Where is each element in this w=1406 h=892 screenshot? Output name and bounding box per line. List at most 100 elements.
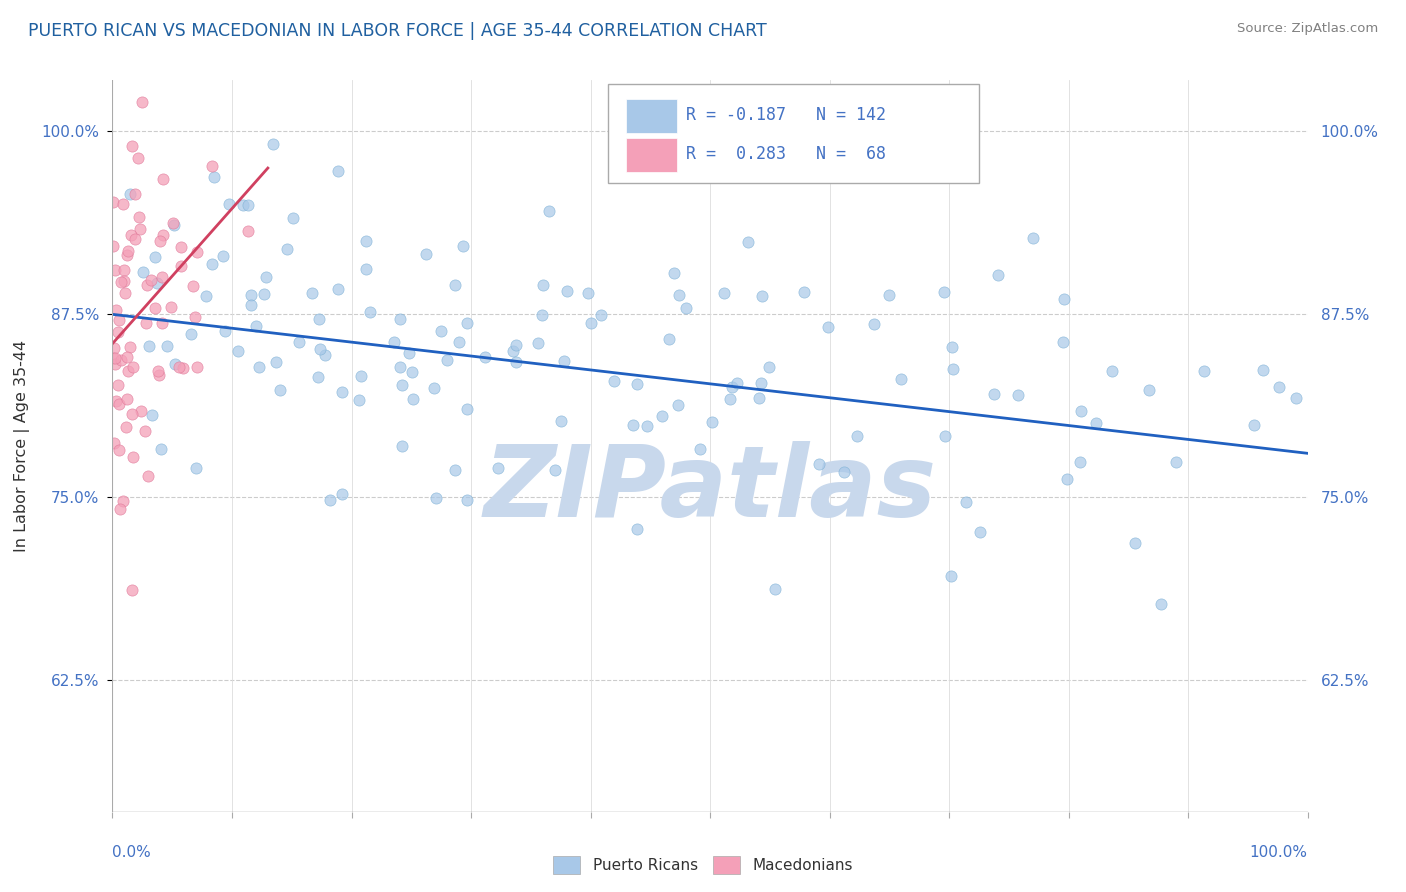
Point — [281, 211, 304, 226]
Point — [347, 393, 370, 408]
Point — [668, 288, 690, 302]
Point — [983, 387, 1005, 401]
Point — [350, 369, 373, 384]
FancyBboxPatch shape — [627, 99, 676, 133]
Point — [122, 450, 145, 464]
Point — [184, 461, 207, 475]
Point — [934, 429, 956, 443]
Point — [162, 216, 184, 230]
Point — [112, 262, 135, 277]
Point — [807, 458, 830, 472]
Point — [444, 463, 467, 477]
Point — [136, 278, 159, 293]
Point — [167, 360, 190, 375]
Point — [146, 364, 169, 378]
Point — [749, 376, 772, 390]
Point — [415, 247, 437, 261]
Point — [751, 289, 773, 303]
Point — [354, 262, 377, 277]
Point — [845, 428, 868, 442]
Point — [118, 339, 141, 353]
Point — [104, 351, 127, 366]
FancyBboxPatch shape — [609, 84, 979, 183]
Point — [359, 304, 381, 318]
Point — [934, 285, 956, 300]
Point — [877, 288, 900, 302]
Point — [314, 348, 336, 362]
Point — [1137, 383, 1160, 397]
Point — [115, 248, 138, 262]
Point — [576, 286, 599, 301]
Point — [330, 384, 353, 399]
Point — [505, 337, 527, 351]
Point — [218, 197, 240, 211]
Point — [301, 286, 323, 301]
Point — [531, 278, 554, 293]
Point — [658, 332, 681, 346]
Point — [159, 300, 181, 314]
Point — [955, 495, 977, 509]
Point — [120, 228, 142, 243]
Point — [1166, 455, 1188, 469]
Point — [430, 325, 453, 339]
Point — [146, 276, 169, 290]
Point — [110, 353, 132, 368]
Point — [453, 239, 475, 253]
Point — [112, 274, 135, 288]
Point — [127, 151, 149, 165]
Point — [124, 231, 146, 245]
Text: R =  0.283   N =  68: R = 0.283 N = 68 — [686, 145, 886, 163]
Point — [391, 378, 413, 392]
Point — [555, 284, 578, 298]
Point — [1123, 536, 1146, 550]
Point — [666, 398, 689, 412]
Point — [118, 187, 141, 202]
Point — [240, 298, 263, 312]
Point — [239, 288, 262, 302]
Point — [107, 443, 129, 458]
Point — [288, 334, 311, 349]
Point — [863, 318, 886, 332]
Point — [793, 285, 815, 300]
Point — [527, 335, 550, 350]
Point — [721, 380, 744, 394]
Point — [1192, 364, 1215, 378]
Point — [401, 365, 423, 379]
Point — [115, 392, 138, 406]
Point — [623, 417, 645, 432]
Point — [114, 420, 136, 434]
Point — [308, 312, 330, 326]
Point — [1070, 403, 1092, 417]
Point — [139, 273, 162, 287]
Point — [382, 335, 405, 350]
Point — [232, 198, 254, 212]
Point — [398, 346, 420, 360]
Point — [117, 364, 139, 378]
Point — [1267, 380, 1289, 394]
Point — [128, 222, 150, 236]
Point — [103, 341, 125, 355]
Point — [201, 159, 224, 173]
Point — [748, 392, 770, 406]
Point — [388, 311, 411, 326]
Point — [1007, 388, 1029, 402]
FancyBboxPatch shape — [627, 138, 676, 171]
Point — [326, 281, 349, 295]
Point — [103, 436, 125, 450]
Point — [269, 383, 291, 397]
Point — [150, 270, 173, 285]
Point — [941, 340, 963, 354]
Point — [249, 359, 271, 374]
Point — [148, 368, 170, 382]
Point — [328, 163, 350, 178]
Point — [115, 350, 138, 364]
Point — [180, 326, 202, 341]
Point — [132, 265, 155, 279]
Point — [170, 240, 193, 254]
Point — [307, 370, 329, 384]
Point — [135, 316, 157, 330]
Point — [121, 583, 143, 598]
Point — [172, 361, 194, 376]
Point — [138, 339, 160, 353]
Point — [238, 224, 260, 238]
